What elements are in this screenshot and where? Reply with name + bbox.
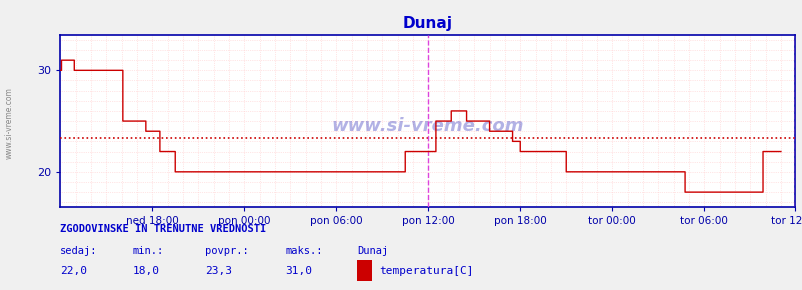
- Text: 22,0: 22,0: [60, 266, 87, 276]
- Text: min.:: min.:: [132, 246, 164, 256]
- Text: www.si-vreme.com: www.si-vreme.com: [331, 117, 523, 135]
- Text: 23,3: 23,3: [205, 266, 232, 276]
- Text: Dunaj: Dunaj: [357, 246, 388, 256]
- Text: 31,0: 31,0: [285, 266, 312, 276]
- Text: 18,0: 18,0: [132, 266, 160, 276]
- Text: sedaj:: sedaj:: [60, 246, 98, 256]
- Text: povpr.:: povpr.:: [205, 246, 248, 256]
- Text: www.si-vreme.com: www.si-vreme.com: [5, 87, 14, 159]
- Text: temperatura[C]: temperatura[C]: [379, 266, 473, 276]
- Text: maks.:: maks.:: [285, 246, 322, 256]
- Text: ZGODOVINSKE IN TRENUTNE VREDNOSTI: ZGODOVINSKE IN TRENUTNE VREDNOSTI: [60, 224, 266, 234]
- Title: Dunaj: Dunaj: [402, 16, 452, 31]
